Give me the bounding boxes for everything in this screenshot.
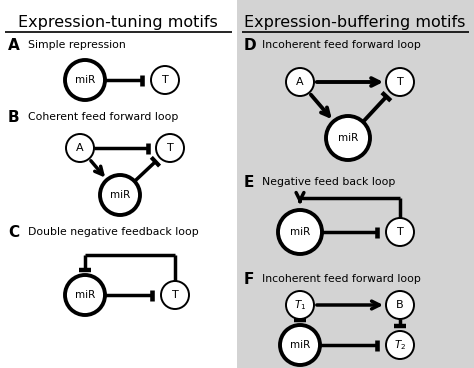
Circle shape bbox=[326, 116, 370, 160]
Text: miR: miR bbox=[290, 227, 310, 237]
Circle shape bbox=[100, 175, 140, 215]
Text: Double negative feedback loop: Double negative feedback loop bbox=[28, 227, 199, 237]
Text: A: A bbox=[296, 77, 304, 87]
Circle shape bbox=[161, 281, 189, 309]
Text: Negative feed back loop: Negative feed back loop bbox=[262, 177, 395, 187]
Circle shape bbox=[65, 60, 105, 100]
Text: A: A bbox=[76, 143, 84, 153]
Text: miR: miR bbox=[75, 290, 95, 300]
Text: T: T bbox=[397, 227, 403, 237]
Text: A: A bbox=[8, 38, 20, 53]
Text: $T_1$: $T_1$ bbox=[294, 298, 306, 312]
Circle shape bbox=[386, 68, 414, 96]
Circle shape bbox=[66, 134, 94, 162]
Text: T: T bbox=[172, 290, 178, 300]
Text: F: F bbox=[244, 272, 255, 287]
Text: T: T bbox=[162, 75, 168, 85]
Text: miR: miR bbox=[338, 133, 358, 143]
Text: Incoherent feed forward loop: Incoherent feed forward loop bbox=[262, 40, 421, 50]
Text: E: E bbox=[244, 175, 255, 190]
Text: Expression-buffering motifs: Expression-buffering motifs bbox=[244, 15, 465, 30]
Circle shape bbox=[286, 68, 314, 96]
Circle shape bbox=[386, 291, 414, 319]
Circle shape bbox=[151, 66, 179, 94]
Circle shape bbox=[386, 218, 414, 246]
Bar bbox=[237, 0, 474, 368]
Text: D: D bbox=[244, 38, 256, 53]
Text: Simple repression: Simple repression bbox=[28, 40, 126, 50]
Text: Coherent feed forward loop: Coherent feed forward loop bbox=[28, 112, 178, 122]
Circle shape bbox=[156, 134, 184, 162]
Circle shape bbox=[280, 325, 320, 365]
Bar bbox=[0, 0, 237, 368]
Text: $T_2$: $T_2$ bbox=[394, 338, 406, 352]
Text: B: B bbox=[396, 300, 404, 310]
Text: C: C bbox=[8, 225, 19, 240]
Circle shape bbox=[65, 275, 105, 315]
Text: miR: miR bbox=[290, 340, 310, 350]
Text: miR: miR bbox=[75, 75, 95, 85]
Circle shape bbox=[286, 291, 314, 319]
Circle shape bbox=[386, 331, 414, 359]
Text: T: T bbox=[167, 143, 173, 153]
Circle shape bbox=[278, 210, 322, 254]
Text: T: T bbox=[397, 77, 403, 87]
Text: Incoherent feed forward loop: Incoherent feed forward loop bbox=[262, 274, 421, 284]
Text: B: B bbox=[8, 110, 19, 125]
Text: miR: miR bbox=[110, 190, 130, 200]
Text: Expression-tuning motifs: Expression-tuning motifs bbox=[18, 15, 218, 30]
